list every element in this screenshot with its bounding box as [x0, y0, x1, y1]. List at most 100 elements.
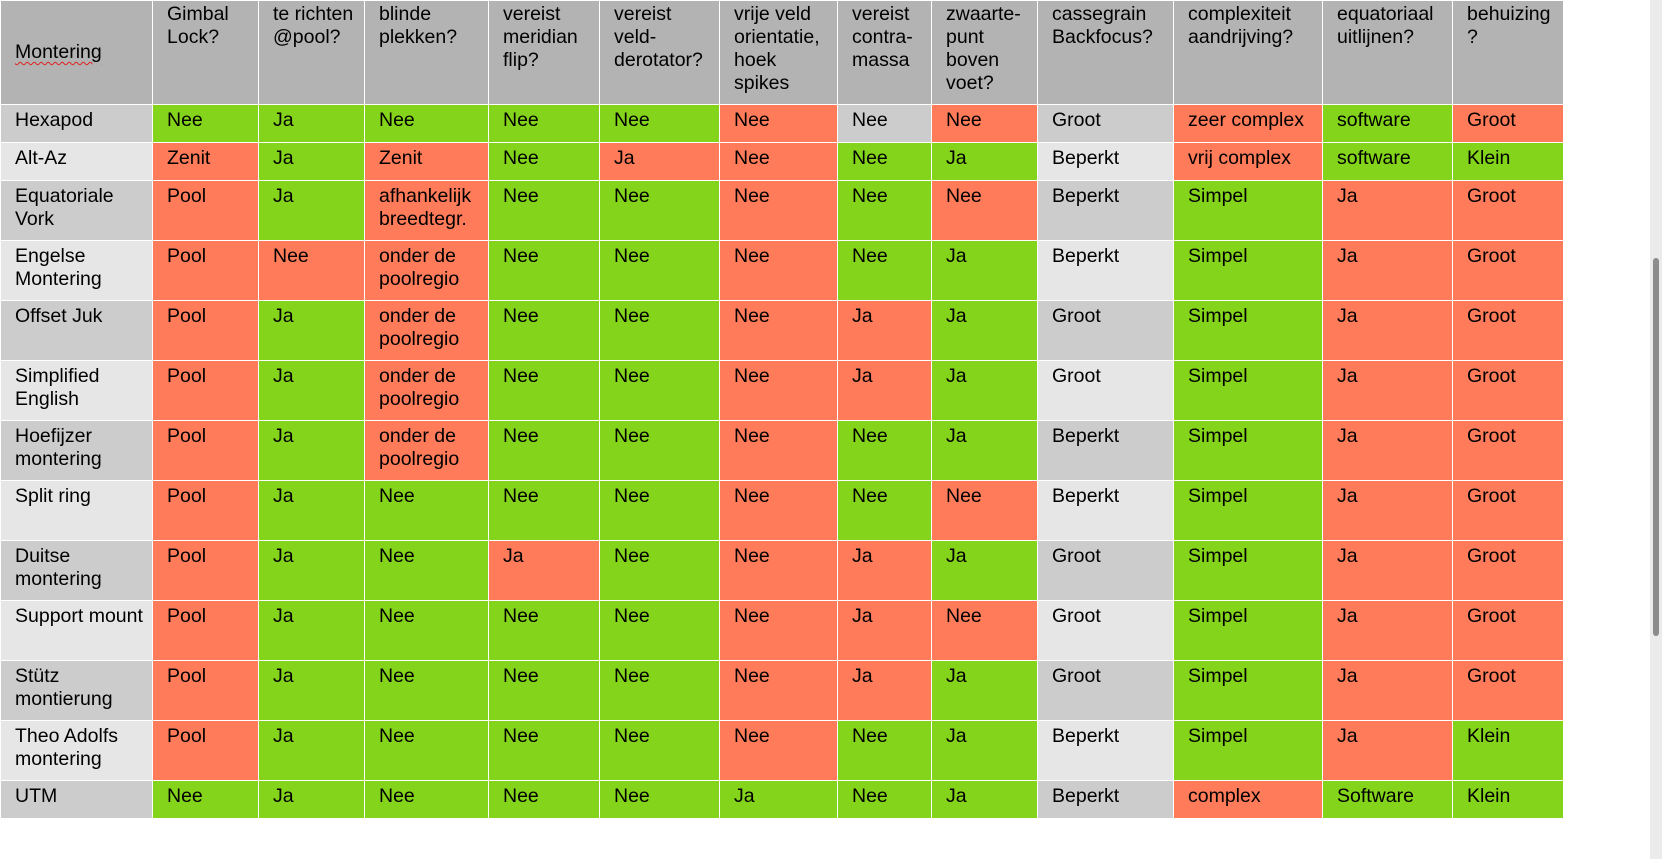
table-cell[interactable]: Ja — [931, 300, 1038, 361]
table-cell[interactable]: onder de poolregio — [364, 300, 489, 361]
row-label-cell[interactable]: Offset Juk — [0, 300, 153, 361]
table-cell[interactable]: Nee — [599, 660, 720, 721]
table-cell[interactable]: Nee — [599, 420, 720, 481]
table-cell[interactable]: Groot — [1452, 360, 1564, 421]
header-cell[interactable]: vereist contra-massa — [837, 0, 932, 105]
table-cell[interactable]: Nee — [488, 600, 600, 661]
table-cell[interactable]: Klein — [1452, 780, 1564, 819]
table-cell[interactable]: Nee — [364, 780, 489, 819]
table-cell[interactable]: Nee — [488, 180, 600, 241]
table-cell[interactable]: Beperkt — [1037, 142, 1174, 181]
header-cell[interactable]: equatoriaal uitlijnen? — [1322, 0, 1453, 105]
table-cell[interactable]: Zenit — [152, 142, 259, 181]
header-cell[interactable]: vereist veld-derotator? — [599, 0, 720, 105]
table-cell[interactable]: Groot — [1037, 540, 1174, 601]
table-cell[interactable]: Groot — [1037, 104, 1174, 143]
table-cell[interactable]: Groot — [1452, 600, 1564, 661]
table-cell[interactable]: Groot — [1037, 300, 1174, 361]
table-cell[interactable]: Pool — [152, 240, 259, 301]
table-cell[interactable]: Groot — [1037, 360, 1174, 421]
table-cell[interactable]: Groot — [1452, 180, 1564, 241]
table-cell[interactable]: Pool — [152, 540, 259, 601]
table-cell[interactable]: Nee — [837, 720, 932, 781]
row-label-cell[interactable]: Equatoriale Vork — [0, 180, 153, 241]
table-cell[interactable]: Beperkt — [1037, 780, 1174, 819]
table-cell[interactable]: Nee — [599, 480, 720, 541]
table-cell[interactable]: Nee — [719, 300, 838, 361]
table-cell[interactable]: Simpel — [1173, 180, 1323, 241]
table-cell[interactable]: Nee — [488, 360, 600, 421]
header-cell[interactable]: te richten @pool? — [258, 0, 365, 105]
table-cell[interactable]: Ja — [599, 142, 720, 181]
table-cell[interactable]: Nee — [152, 104, 259, 143]
table-cell[interactable]: onder de poolregio — [364, 240, 489, 301]
table-cell[interactable]: Groot — [1452, 420, 1564, 481]
table-cell[interactable]: Simpel — [1173, 720, 1323, 781]
table-cell[interactable]: Ja — [488, 540, 600, 601]
header-cell[interactable]: Gimbal Lock? — [152, 0, 259, 105]
table-cell[interactable]: Nee — [599, 720, 720, 781]
table-cell[interactable]: Nee — [931, 180, 1038, 241]
header-cell[interactable]: vereist meridian flip? — [488, 0, 600, 105]
table-cell[interactable]: Pool — [152, 720, 259, 781]
table-cell[interactable]: Nee — [488, 300, 600, 361]
table-cell[interactable]: Ja — [258, 300, 365, 361]
table-cell[interactable]: Nee — [599, 180, 720, 241]
table-cell[interactable]: Groot — [1452, 300, 1564, 361]
table-cell[interactable]: Simpel — [1173, 660, 1323, 721]
table-cell[interactable]: Beperkt — [1037, 480, 1174, 541]
table-cell[interactable]: Nee — [719, 480, 838, 541]
table-cell[interactable]: Ja — [258, 600, 365, 661]
table-cell[interactable]: Groot — [1452, 480, 1564, 541]
table-cell[interactable]: Nee — [364, 480, 489, 541]
table-cell[interactable]: Ja — [258, 142, 365, 181]
table-cell[interactable]: Ja — [931, 780, 1038, 819]
header-cell[interactable]: vrije veld orientatie, hoek spikes — [719, 0, 838, 105]
table-cell[interactable]: Nee — [258, 240, 365, 301]
row-label-cell[interactable]: Duitse montering — [0, 540, 153, 601]
header-cell[interactable]: blinde plekken? — [364, 0, 489, 105]
table-cell[interactable]: Ja — [931, 660, 1038, 721]
table-cell[interactable]: vrij complex — [1173, 142, 1323, 181]
table-cell[interactable]: Simpel — [1173, 480, 1323, 541]
table-cell[interactable]: Ja — [1322, 180, 1453, 241]
header-cell[interactable]: behuizing ? — [1452, 0, 1564, 105]
table-cell[interactable]: Ja — [931, 540, 1038, 601]
table-cell[interactable]: Nee — [837, 780, 932, 819]
table-cell[interactable]: Nee — [488, 720, 600, 781]
table-cell[interactable]: Ja — [258, 104, 365, 143]
table-cell[interactable]: Nee — [837, 104, 932, 143]
table-cell[interactable]: Nee — [488, 240, 600, 301]
header-cell[interactable]: Montering — [0, 0, 153, 105]
table-cell[interactable]: Nee — [837, 142, 932, 181]
table-cell[interactable]: Nee — [152, 780, 259, 819]
table-cell[interactable]: Pool — [152, 480, 259, 541]
table-cell[interactable]: Simpel — [1173, 240, 1323, 301]
table-cell[interactable]: Groot — [1037, 600, 1174, 661]
row-label-cell[interactable]: Stütz montierung — [0, 660, 153, 721]
table-cell[interactable]: Beperkt — [1037, 180, 1174, 241]
table-cell[interactable]: Ja — [1322, 720, 1453, 781]
row-label-cell[interactable]: Simplified English — [0, 360, 153, 421]
table-cell[interactable]: Pool — [152, 660, 259, 721]
table-cell[interactable]: Nee — [599, 540, 720, 601]
table-cell[interactable]: Nee — [719, 360, 838, 421]
row-label-cell[interactable]: Hoefijzer montering — [0, 420, 153, 481]
table-cell[interactable]: Klein — [1452, 720, 1564, 781]
table-cell[interactable]: Pool — [152, 600, 259, 661]
table-cell[interactable]: Nee — [931, 600, 1038, 661]
row-label-cell[interactable]: Engelse Montering — [0, 240, 153, 301]
table-cell[interactable]: Nee — [719, 660, 838, 721]
table-cell[interactable]: Nee — [599, 104, 720, 143]
table-cell[interactable]: Software — [1322, 780, 1453, 819]
table-cell[interactable]: Nee — [719, 142, 838, 181]
table-cell[interactable]: Simpel — [1173, 540, 1323, 601]
table-cell[interactable]: Groot — [1452, 540, 1564, 601]
table-cell[interactable]: Nee — [364, 720, 489, 781]
row-label-cell[interactable]: Split ring — [0, 480, 153, 541]
table-cell[interactable]: Nee — [837, 180, 932, 241]
table-cell[interactable]: Nee — [599, 600, 720, 661]
table-cell[interactable]: Nee — [719, 104, 838, 143]
table-cell[interactable]: Groot — [1452, 104, 1564, 143]
table-cell[interactable]: Simpel — [1173, 300, 1323, 361]
